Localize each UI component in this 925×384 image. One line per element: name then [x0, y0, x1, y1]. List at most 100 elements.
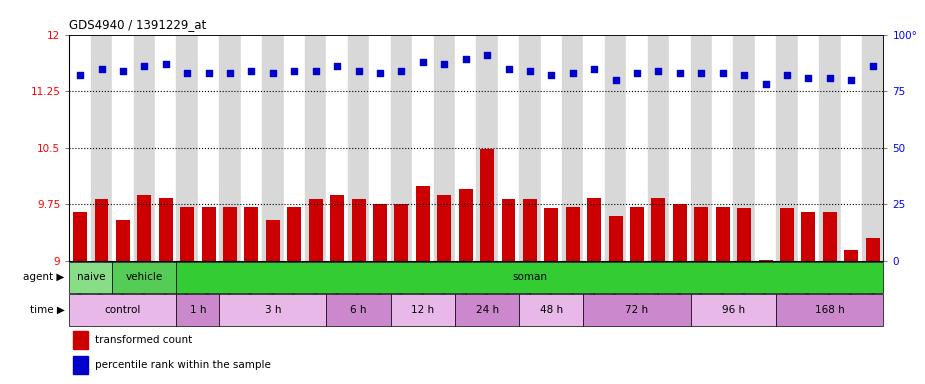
Bar [455, 35, 476, 261]
Bar [540, 35, 562, 261]
Bar [91, 35, 112, 261]
Bar [219, 295, 327, 326]
Text: 96 h: 96 h [722, 305, 745, 315]
Point [672, 70, 687, 76]
Bar [801, 212, 815, 261]
Bar [712, 35, 734, 261]
Bar [648, 35, 669, 261]
Bar [240, 35, 262, 261]
Bar [455, 295, 519, 326]
Point [202, 70, 216, 76]
Bar [73, 212, 87, 261]
Point [94, 66, 109, 72]
Bar [177, 262, 883, 293]
Bar [369, 35, 390, 261]
Text: soman: soman [512, 272, 548, 283]
Point [179, 70, 194, 76]
Bar [219, 35, 240, 261]
Point [758, 81, 773, 88]
Bar [480, 149, 494, 261]
Bar [758, 260, 772, 261]
Point [501, 66, 516, 72]
Bar [501, 199, 515, 261]
Bar [519, 295, 584, 326]
Point [158, 61, 173, 67]
Bar [348, 35, 369, 261]
Point [480, 52, 495, 58]
Text: 6 h: 6 h [351, 305, 367, 315]
Bar [626, 35, 647, 261]
Point [458, 56, 473, 63]
Bar [669, 35, 691, 261]
Text: 48 h: 48 h [540, 305, 563, 315]
Text: percentile rank within the sample: percentile rank within the sample [94, 360, 270, 370]
Bar [691, 295, 776, 326]
Point [565, 70, 580, 76]
Point [822, 74, 837, 81]
Bar [672, 205, 687, 261]
Bar [845, 250, 858, 261]
Bar [69, 295, 177, 326]
Point [73, 72, 88, 78]
Bar [587, 199, 601, 261]
Bar [155, 35, 177, 261]
Bar [755, 35, 776, 261]
Text: 168 h: 168 h [815, 305, 845, 315]
Text: control: control [105, 305, 142, 315]
Point [373, 70, 388, 76]
Point [437, 61, 451, 67]
Bar [69, 35, 91, 261]
Bar [413, 35, 434, 261]
Point [651, 68, 666, 74]
Bar [562, 35, 584, 261]
Text: GDS4940 / 1391229_at: GDS4940 / 1391229_at [69, 18, 206, 31]
Bar [476, 35, 498, 261]
Point [715, 70, 730, 76]
Bar [330, 195, 344, 261]
Bar [523, 199, 536, 261]
Bar [862, 35, 883, 261]
Bar [841, 35, 862, 261]
Point [415, 59, 430, 65]
Bar [609, 216, 623, 261]
Point [137, 63, 152, 70]
Bar [716, 207, 730, 261]
Bar [202, 207, 216, 261]
Bar [327, 35, 348, 261]
Point [801, 74, 816, 81]
Text: 12 h: 12 h [412, 305, 435, 315]
Bar [373, 205, 387, 261]
Bar [177, 35, 198, 261]
Bar [691, 35, 712, 261]
Bar [820, 35, 841, 261]
Bar [309, 199, 323, 261]
Point [244, 68, 259, 74]
Bar [797, 35, 820, 261]
Bar [545, 208, 559, 261]
Bar [566, 207, 580, 261]
Bar [244, 207, 258, 261]
Point [694, 70, 709, 76]
Point [223, 70, 238, 76]
Point [287, 68, 302, 74]
Bar [159, 199, 173, 261]
Bar [734, 35, 755, 261]
Bar [94, 199, 108, 261]
Text: vehicle: vehicle [126, 272, 163, 283]
Bar [198, 35, 219, 261]
Bar [823, 212, 837, 261]
Bar [584, 35, 605, 261]
Bar [519, 35, 540, 261]
Bar [866, 238, 880, 261]
Bar [416, 185, 430, 261]
Bar [737, 208, 751, 261]
Point [544, 72, 559, 78]
Point [736, 72, 751, 78]
Point [780, 72, 795, 78]
Point [523, 68, 537, 74]
Bar [138, 195, 152, 261]
Bar [390, 295, 455, 326]
Bar [394, 205, 408, 261]
Bar [73, 331, 88, 349]
Point [352, 68, 366, 74]
